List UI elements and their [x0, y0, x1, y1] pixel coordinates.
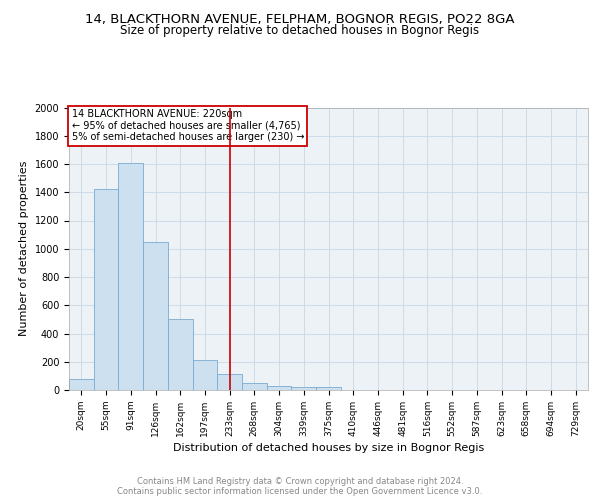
Y-axis label: Number of detached properties: Number of detached properties	[19, 161, 29, 336]
X-axis label: Distribution of detached houses by size in Bognor Regis: Distribution of detached houses by size …	[173, 443, 484, 453]
Bar	[143, 242, 168, 390]
Bar	[242, 383, 267, 390]
Bar	[292, 388, 316, 390]
Bar	[217, 374, 242, 390]
Bar	[193, 360, 217, 390]
Bar	[316, 388, 341, 390]
Bar	[94, 190, 118, 390]
Bar	[69, 378, 94, 390]
Text: 14 BLACKTHORN AVENUE: 220sqm
← 95% of detached houses are smaller (4,765)
5% of : 14 BLACKTHORN AVENUE: 220sqm ← 95% of de…	[71, 109, 304, 142]
Bar	[168, 320, 193, 390]
Text: Size of property relative to detached houses in Bognor Regis: Size of property relative to detached ho…	[121, 24, 479, 37]
Text: Contains HM Land Registry data © Crown copyright and database right 2024.
Contai: Contains HM Land Registry data © Crown c…	[118, 476, 482, 496]
Bar	[118, 162, 143, 390]
Bar	[267, 386, 292, 390]
Text: 14, BLACKTHORN AVENUE, FELPHAM, BOGNOR REGIS, PO22 8GA: 14, BLACKTHORN AVENUE, FELPHAM, BOGNOR R…	[85, 12, 515, 26]
